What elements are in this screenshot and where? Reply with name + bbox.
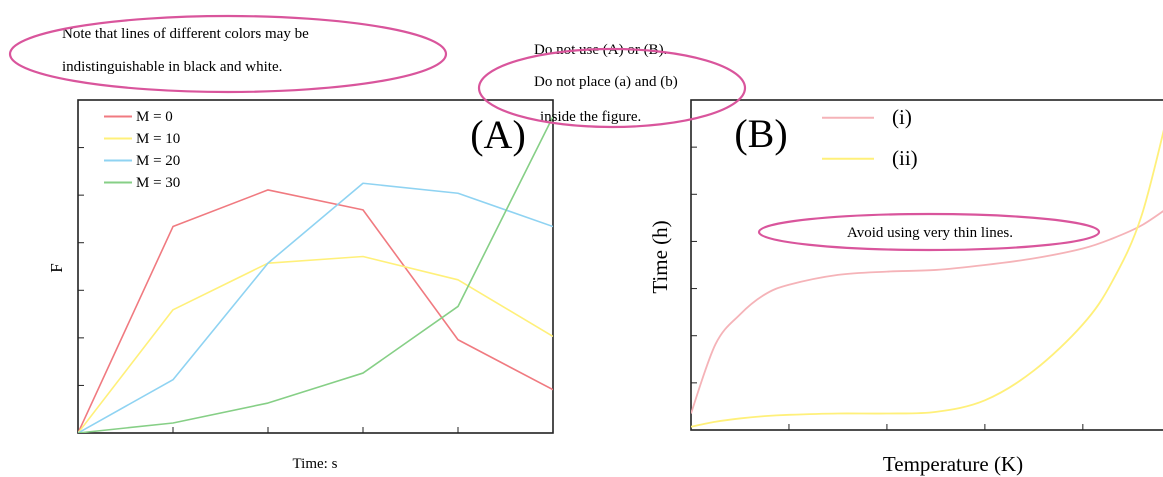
panel-b: (B) Temperature (K) Time (h) (i) (ii) [648, 99, 1163, 476]
legend-label-3: M = 20 [136, 153, 180, 169]
series-line-1 [78, 189, 553, 433]
callout-rules: Do not use (A) or (B). Do not place (a) … [477, 42, 747, 129]
panel-b-frame [690, 99, 1163, 431]
panel-a: (A) Time: s F M = 0 M = 10 M = 20 M = 30 [47, 99, 554, 472]
legend-label-2: M = 10 [136, 131, 180, 147]
callout-thin-lines: Avoid using very thin lines. [757, 212, 1101, 252]
series-line-2 [691, 129, 1163, 428]
callout-thin-lines-text: Avoid using very thin lines. [847, 225, 1013, 241]
callout-note: Note that lines of different colors may … [8, 14, 448, 94]
callout-rules-ellipse [477, 47, 747, 129]
legend-label-4: M = 30 [136, 175, 180, 191]
panel-b-series [691, 129, 1163, 428]
panel-a-label: (A) [470, 112, 526, 157]
panel-a-frame [77, 99, 554, 434]
callout-note-line2: indistinguishable in black and white. [62, 59, 282, 75]
callout-rules-line2: Do not place (a) and (b) [534, 74, 678, 90]
callout-rules-line3: inside the figure. [540, 109, 641, 125]
panel-b-ylabel: Time (h) [648, 220, 672, 293]
legend-label-1: (i) [892, 105, 912, 129]
panel-a-xlabel: Time: s [293, 456, 338, 472]
legend-label-1: M = 0 [136, 109, 173, 125]
panel-b-ticks [691, 146, 1084, 430]
panel-b-label: (B) [734, 111, 787, 156]
series-line-2 [78, 255, 553, 433]
callout-note-ellipse [8, 14, 448, 94]
panel-a-ylabel: F [47, 263, 66, 272]
callout-note-line1: Note that lines of different colors may … [62, 26, 309, 42]
series-line-3 [78, 182, 553, 433]
legend-label-2: (ii) [892, 146, 918, 170]
panel-b-xlabel: Temperature (K) [883, 452, 1023, 476]
panel-b-legend: (i) (ii) [822, 105, 918, 170]
panel-a-series [78, 116, 553, 433]
panel-a-legend: M = 0 M = 10 M = 20 M = 30 [104, 109, 180, 191]
series-line-4 [78, 116, 553, 433]
series-line-1 [691, 210, 1163, 414]
callout-thin-lines-ellipse [757, 212, 1101, 252]
panel-a-ticks [78, 147, 459, 433]
